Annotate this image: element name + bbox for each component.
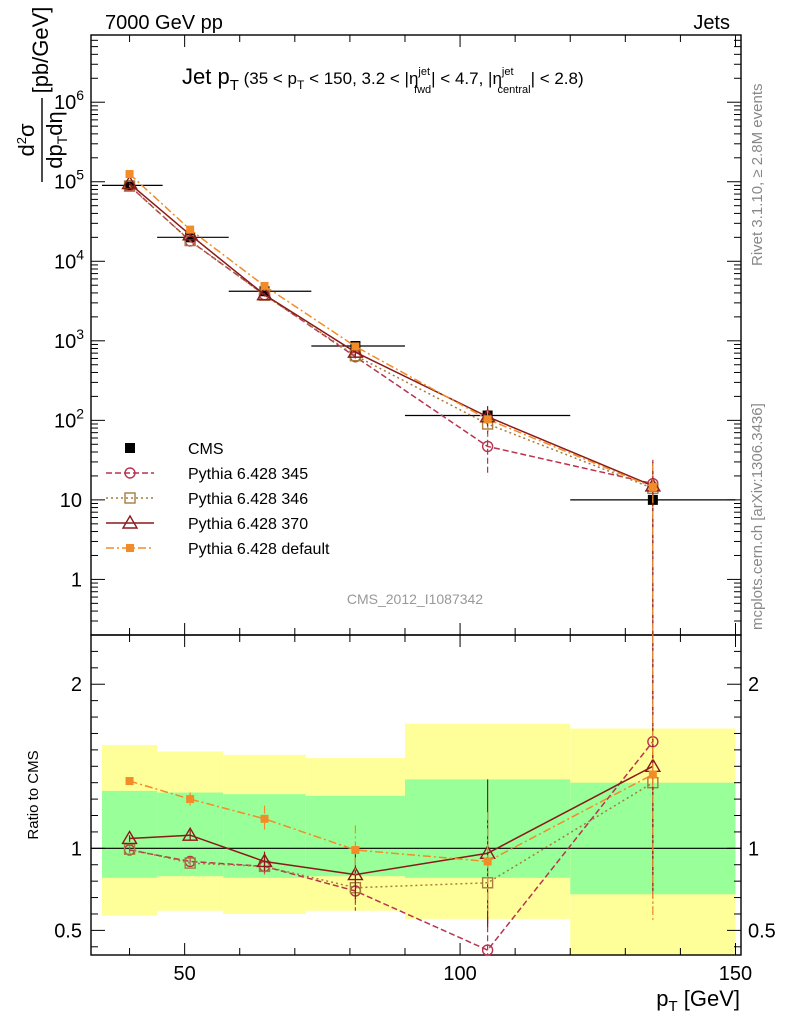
ratio-line-p346 bbox=[129, 782, 654, 889]
legend-marker-p346 bbox=[124, 492, 136, 504]
point-default bbox=[648, 483, 657, 492]
legend-label-p370: Pythia 6.428 370 bbox=[188, 516, 308, 533]
legend-label-p345: Pythia 6.428 345 bbox=[188, 466, 308, 483]
ratio-point-default bbox=[186, 795, 195, 804]
point-default bbox=[260, 281, 269, 290]
point-p345 bbox=[481, 440, 494, 453]
watermark: CMS_2012_I1087342 bbox=[347, 591, 483, 607]
ratio-point-default bbox=[260, 814, 269, 823]
rivet-label: Rivet 3.1.10, ≥ 2.8M events bbox=[749, 84, 766, 267]
ratio-y-tick-label: 0.5 bbox=[54, 920, 82, 942]
line-p345 bbox=[129, 185, 654, 485]
ratio-point-p346 bbox=[184, 857, 196, 869]
point-default bbox=[125, 170, 134, 179]
legend-marker-default bbox=[126, 544, 134, 552]
cms-point bbox=[185, 232, 196, 243]
mcplots-label: mcplots.cern.ch [arXiv:1306.3436] bbox=[749, 403, 766, 630]
x-tick-label: 150 bbox=[719, 963, 752, 985]
legend-label-data: CMS bbox=[188, 441, 224, 458]
ratio-point-p370 bbox=[347, 866, 364, 881]
y-tick-label: 106 bbox=[54, 87, 84, 114]
point-p370 bbox=[121, 175, 138, 190]
ratio-point-default bbox=[483, 857, 492, 866]
ratio-line-p370 bbox=[129, 765, 654, 876]
x-tick-label: 50 bbox=[174, 963, 196, 985]
ratio-y-tick-label-right: 1 bbox=[748, 838, 759, 860]
line-p370 bbox=[129, 182, 654, 487]
x-tick-label: 100 bbox=[443, 963, 476, 985]
ratio-line-p345 bbox=[129, 741, 654, 951]
ratio-point-default bbox=[351, 845, 360, 854]
y-tick-label: 10 bbox=[60, 490, 82, 512]
legend-marker-cms bbox=[125, 443, 135, 453]
x-axis-label: pT [GeV] bbox=[656, 986, 740, 1015]
ratio-y-tick-label: 2 bbox=[71, 674, 82, 696]
ratio-point-p370 bbox=[121, 830, 138, 845]
header-left: 7000 GeV pp bbox=[105, 12, 223, 34]
line-default bbox=[129, 173, 654, 488]
ratio-point-p370 bbox=[256, 853, 273, 868]
cms-point bbox=[259, 286, 270, 297]
point-default bbox=[186, 225, 195, 234]
ratio-point-default bbox=[648, 770, 657, 779]
header-right: Jets bbox=[693, 12, 730, 34]
ratio-y-tick-label-right: 2 bbox=[748, 674, 759, 696]
legend-label-p346: Pythia 6.428 346 bbox=[188, 491, 308, 508]
y-tick-label: 104 bbox=[54, 246, 84, 273]
ratio-band-inner-0 bbox=[102, 790, 158, 878]
point-default bbox=[483, 415, 492, 424]
ratio-ylabel: Ratio to CMS bbox=[25, 750, 42, 839]
legend-marker-p345 bbox=[124, 467, 136, 479]
ratio-line-default bbox=[129, 773, 654, 863]
y-axis-label-unit: [pb/GeV] bbox=[28, 7, 53, 94]
ratio-point-default bbox=[125, 777, 134, 786]
legend-label-default: Pythia 6.428 default bbox=[188, 541, 330, 558]
y-tick-label: 102 bbox=[54, 405, 84, 432]
ratio-y-tick-label-right: 0.5 bbox=[748, 920, 776, 942]
line-p346 bbox=[129, 185, 654, 489]
y-tick-label: 105 bbox=[54, 167, 84, 194]
ratio-point-p345 bbox=[481, 944, 494, 956]
y-tick-label: 1 bbox=[71, 569, 82, 591]
y-axis-label-num: d2σ bbox=[14, 123, 39, 156]
plot-title: Jet pT (35 < pT < 150, 3.2 < |ηjet fwd| <… bbox=[182, 64, 584, 96]
point-p370 bbox=[256, 286, 273, 301]
point-default bbox=[351, 342, 360, 351]
point-p370 bbox=[347, 343, 364, 358]
point-p370 bbox=[181, 226, 199, 241]
ratio-y-tick-label: 1 bbox=[71, 838, 82, 860]
legend-marker-p370 bbox=[121, 514, 139, 529]
ratio-point-p370 bbox=[181, 826, 199, 841]
ratio-frame bbox=[90, 634, 742, 956]
y-tick-label: 103 bbox=[54, 326, 84, 353]
y-axis-label-den: dpTdη bbox=[42, 111, 70, 169]
